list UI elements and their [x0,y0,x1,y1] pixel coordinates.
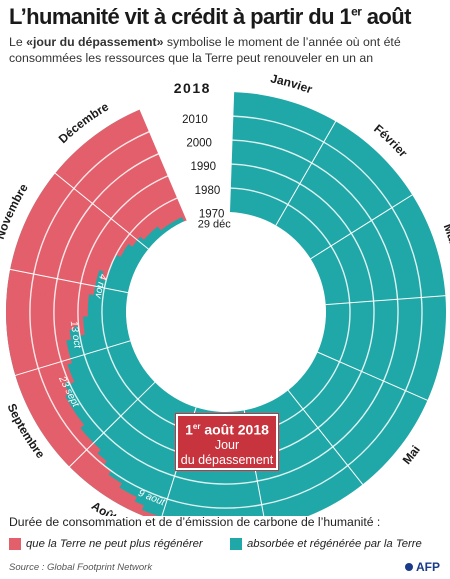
overshoot-band-1994 [63,162,165,341]
month-label-9: Octobre [0,300,1,347]
callout-date: 1er août 2018 [185,421,269,438]
overshoot-band-2002 [44,144,157,397]
center-hole [128,214,324,410]
year-label-highlight: 2018 [174,80,211,96]
overshoot-band-1988 [77,175,171,336]
overshoot-band-1970 [181,215,188,222]
month-label-0: Janvier [269,71,314,96]
callout-line-2: du dépassement [180,452,274,467]
legend-swatch-regenerated [230,538,242,550]
year-label-1970: 1970 [199,209,225,221]
page-title: L’humanité vit à crédit à partir du 1er … [9,4,411,29]
overshoot-band-1992 [68,166,167,330]
afp-logo-icon [405,563,413,571]
annotation-1990: 13 oct [68,320,83,350]
month-spoke-11 [51,170,149,250]
overshoot-band-1976 [128,202,182,247]
month-spoke-8 [66,381,156,470]
year-label-1980: 1980 [195,185,221,197]
month-spoke-5 [287,390,366,488]
legend-swatch-overshoot [9,538,21,550]
overshoot-band-1974 [139,206,184,240]
month-spoke-9 [11,340,131,378]
overshoot-band-2008 [29,131,152,466]
annotation-1980: 4 nov [92,273,108,300]
afp-logo: AFP [405,560,440,574]
outer-rim [3,89,449,516]
month-spoke-0 [228,88,235,213]
callout-line-1: Jour [214,437,240,452]
overshoot-band-1986 [82,179,173,317]
month-spoke-3 [325,294,450,306]
month-spoke-4 [317,351,432,403]
legend-item-regenerated: absorbée et régénérée par la Terre [230,537,422,551]
radial-chart: JanvierFévrierMarsAvrilMaiJuinJuilletAoû… [0,71,450,516]
overshoot-band-1978 [115,197,180,257]
overshoot-band-1982 [99,188,176,272]
year-label-2000: 2000 [186,138,212,150]
year-label-2010: 2010 [182,114,208,126]
annotation-1970: 29 déc [198,219,232,231]
month-spoke-12 [138,105,188,221]
callout-box: 1er août 2018 Jour du dépassement [176,414,278,470]
month-spoke-10 [6,268,128,294]
month-label-2: Mars [441,222,450,254]
subtitle: Le «jour du dépassement» symbolise le mo… [9,35,401,65]
legend-title: Durée de consommation et de d’émission d… [9,515,381,529]
legend-label-overshoot: que la Terre ne peut plus régénérer [26,538,203,550]
month-spoke-1 [275,117,339,226]
legend-label-regenerated: absorbée et régénérée par la Terre [247,538,422,550]
overshoot-band-2000 [49,149,159,384]
year-label-1990: 1990 [191,161,217,173]
month-spoke-2 [310,192,416,260]
legend-item-overshoot: que la Terre ne peut plus régénérer [9,537,203,551]
source: Source : Global Footprint Network [9,562,153,573]
overshoot-band-1972 [157,210,186,231]
overshoot-band-2006 [34,135,154,454]
